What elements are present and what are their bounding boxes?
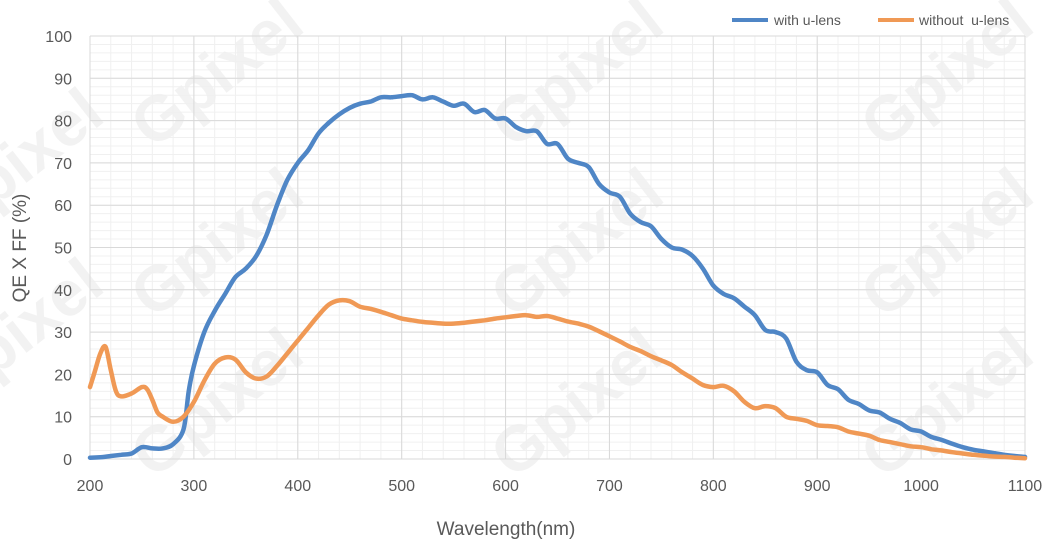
x-tick-label: 900 [804, 478, 831, 495]
y-tick-label: 30 [54, 325, 72, 342]
watermark-text: Gpixel [477, 154, 675, 331]
x-tick-label: 500 [388, 478, 415, 495]
y-tick-label: 90 [54, 71, 72, 88]
x-tick-label: 300 [181, 478, 208, 495]
x-tick-label: 1000 [903, 478, 939, 495]
y-tick-label: 0 [63, 452, 72, 469]
y-tick-label: 40 [54, 283, 72, 300]
y-tick-label: 70 [54, 156, 72, 173]
legend-label-with-u-lens: with u-lens [773, 12, 841, 28]
legend: with u-lens without u-lens [732, 12, 1009, 28]
x-tick-label: 400 [284, 478, 311, 495]
y-tick-label: 100 [45, 29, 72, 46]
y-tick-labels: 0 10 20 30 40 50 60 70 80 90 100 [45, 29, 72, 469]
x-tick-label: 1100 [1008, 478, 1043, 495]
x-tick-labels: 200 300 400 500 600 700 800 900 1000 1100 [77, 478, 1043, 495]
watermark-text: Gpixel [847, 154, 1043, 331]
x-tick-label: 200 [77, 478, 104, 495]
y-tick-label: 50 [54, 241, 72, 258]
x-axis-title: Wavelength(nm) [437, 519, 576, 540]
x-tick-label: 700 [596, 478, 623, 495]
y-axis-title: QE X FF (%) [10, 194, 31, 303]
series-line-without-u-lens [87, 297, 1028, 461]
y-tick-label: 20 [54, 367, 72, 384]
legend-label-without-u-lens: without u-lens [918, 12, 1009, 28]
x-tick-label: 800 [700, 478, 727, 495]
y-tick-label: 80 [54, 114, 72, 131]
x-tick-label: 600 [492, 478, 519, 495]
series-line-with-u-lens [87, 92, 1028, 460]
y-tick-label: 60 [54, 198, 72, 215]
series-layer [87, 92, 1028, 461]
y-tick-label: 10 [54, 410, 72, 427]
